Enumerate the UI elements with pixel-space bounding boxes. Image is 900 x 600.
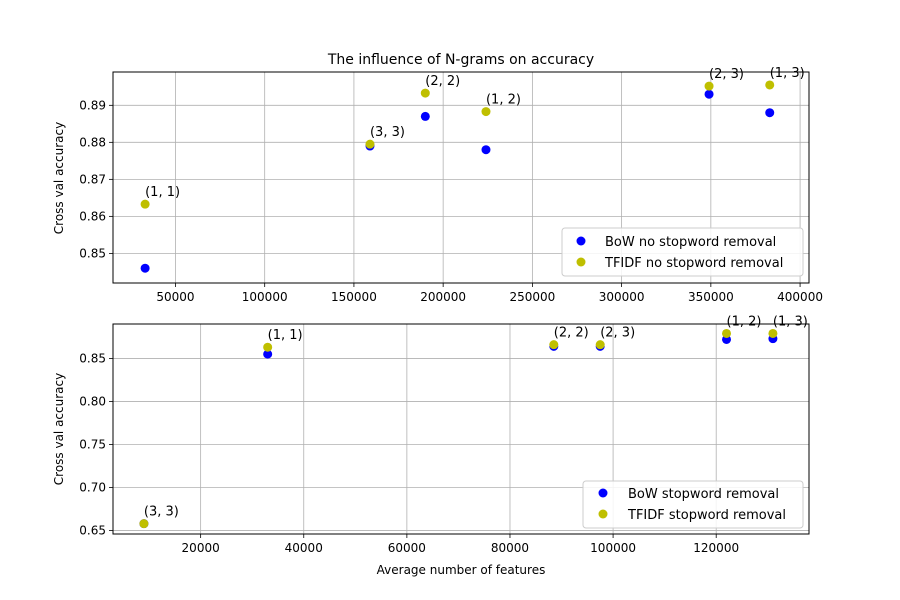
y-tick-label: 0.85 xyxy=(79,351,106,365)
chart-bottom: Cross val accuracy Average number of fea… xyxy=(52,314,810,577)
x-tick-label: 80000 xyxy=(491,541,529,555)
x-tick-label: 350000 xyxy=(688,290,734,304)
y-tick-label: 0.86 xyxy=(79,209,106,223)
ticks-bottom: 20000 40000 60000 80000 100000 120000 0.65 0.70… xyxy=(79,351,739,555)
legend-label: BoW stopword removal xyxy=(628,487,779,502)
legend-box-top xyxy=(561,227,804,277)
legend-marker xyxy=(598,488,608,498)
y-axis-label-top: Cross val accuracy xyxy=(52,122,66,234)
legend-marker xyxy=(576,236,586,246)
data-point xyxy=(140,199,150,209)
legend-label: TFIDF stopword removal xyxy=(627,508,786,523)
point-annotation: (1, 1) xyxy=(145,185,180,200)
grid-top xyxy=(113,72,809,283)
point-annotation: (1, 2) xyxy=(727,314,762,329)
x-tick-label: 300000 xyxy=(599,290,645,304)
y-tick-label: 0.80 xyxy=(79,394,106,408)
data-point xyxy=(549,340,559,350)
data-point xyxy=(768,328,778,338)
point-annotation: (2, 3) xyxy=(709,67,744,82)
point-annotation: (1, 1) xyxy=(268,328,303,343)
chart-title: The influence of N-grams on accuracy xyxy=(327,52,594,68)
x-tick-label: 120000 xyxy=(693,541,739,555)
x-tick-label: 100000 xyxy=(242,290,288,304)
data-point xyxy=(140,263,150,273)
plot-frame-top xyxy=(112,71,810,284)
data-point xyxy=(765,108,775,118)
x-tick-label: 150000 xyxy=(331,290,377,304)
x-tick-label: 40000 xyxy=(285,541,323,555)
data-point xyxy=(765,80,775,90)
y-tick-label: 0.75 xyxy=(79,437,106,451)
data-point xyxy=(595,340,605,350)
y-tick-label: 0.87 xyxy=(79,172,106,186)
data-point xyxy=(722,328,732,338)
y-tick-label: 0.85 xyxy=(79,246,106,260)
points-bottom xyxy=(139,328,778,529)
y-tick-label: 0.65 xyxy=(79,524,106,538)
annotations-bottom: (3, 3) (1, 1) (2, 2) (2, 3) (1, 2) (1, 3) xyxy=(144,314,808,519)
data-point xyxy=(704,89,714,99)
point-annotation: (1, 2) xyxy=(486,93,521,108)
annotations-top: (1, 1) (3, 3) (2, 2) (1, 2) (2, 3) (1, 3) xyxy=(145,66,805,200)
x-tick-label: 100000 xyxy=(590,541,636,555)
x-tick-label: 50000 xyxy=(156,290,194,304)
plot-frame-bottom xyxy=(112,323,810,535)
x-tick-label: 200000 xyxy=(420,290,466,304)
legend-top: BoW no stopword removal TFIDF no stopwor… xyxy=(561,227,804,277)
legend-marker xyxy=(576,257,586,267)
ticks-top: 50000 100000 150000 200000 250000 300000 35000… xyxy=(79,98,823,304)
points-top xyxy=(140,80,775,273)
x-tick-label: 20000 xyxy=(182,541,220,555)
data-point xyxy=(481,107,491,117)
data-point xyxy=(704,81,714,91)
data-point xyxy=(263,342,273,352)
data-point xyxy=(365,139,375,149)
x-tick-label: 60000 xyxy=(388,541,426,555)
chart-top: The influence of N-grams on accuracy Cro… xyxy=(52,52,823,304)
data-point xyxy=(263,349,273,359)
data-point xyxy=(420,88,430,98)
legend-label: TFIDF no stopword removal xyxy=(604,256,783,271)
legend-box-bottom xyxy=(582,480,804,529)
legend-marker xyxy=(598,509,608,519)
point-annotation: (3, 3) xyxy=(370,125,405,140)
x-tick-label: 250000 xyxy=(509,290,555,304)
data-point xyxy=(481,145,491,155)
y-tick-label: 0.88 xyxy=(79,135,106,149)
legend-bottom: BoW stopword removal TFIDF stopword remo… xyxy=(582,480,804,529)
point-annotation: (3, 3) xyxy=(144,505,179,520)
point-annotation: (2, 2) xyxy=(554,326,589,341)
legend-label: BoW no stopword removal xyxy=(605,235,776,250)
point-annotation: (1, 3) xyxy=(773,314,808,329)
y-axis-label-bottom: Cross val accuracy xyxy=(52,373,66,485)
data-point xyxy=(420,111,430,121)
point-annotation: (1, 3) xyxy=(770,66,805,81)
point-annotation: (2, 3) xyxy=(600,326,635,341)
y-tick-label: 0.89 xyxy=(79,98,106,112)
data-point xyxy=(139,519,149,529)
x-axis-label-bottom: Average number of features xyxy=(377,563,546,577)
x-tick-label: 400000 xyxy=(777,290,823,304)
point-annotation: (2, 2) xyxy=(425,74,460,89)
y-tick-label: 0.70 xyxy=(79,481,106,495)
